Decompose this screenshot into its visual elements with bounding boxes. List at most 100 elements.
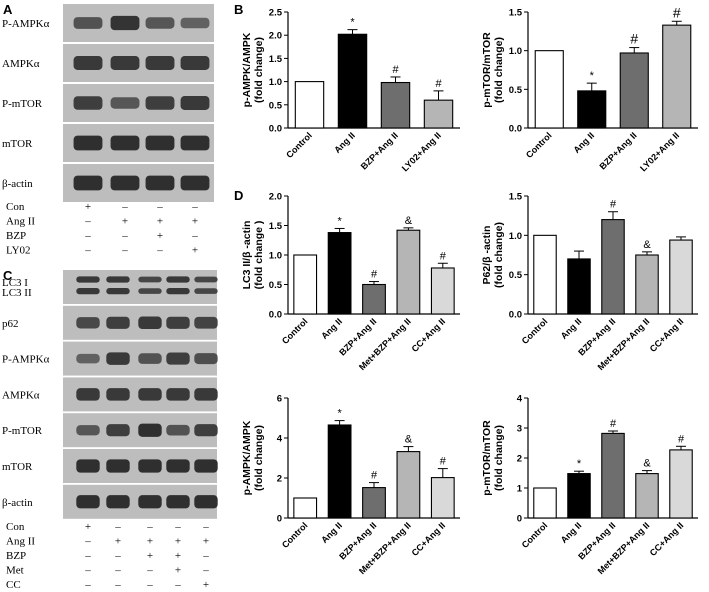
- significance-mark: #: [435, 78, 442, 90]
- bar: [423, 99, 454, 129]
- y-axis-label-group: P62/β -actin (fold change): [481, 222, 505, 288]
- bar: [601, 432, 625, 519]
- y-tick-label: 0.0: [269, 124, 282, 135]
- significance-mark: &: [643, 239, 651, 251]
- x-tick-label: CC+Ang II: [648, 316, 686, 354]
- blot-panel-c-band: [76, 495, 100, 509]
- blot-panel-a-treatment-sign: –: [156, 245, 163, 257]
- blot-panel-c-treatment-sign: –: [202, 550, 209, 562]
- x-tick-label: LY02+Ang II: [638, 130, 681, 173]
- blot-panel-c-treatment-sign: –: [114, 579, 121, 591]
- blot-panel-c-band: [76, 353, 100, 364]
- panel-letter: B: [234, 2, 243, 17]
- bar: [533, 487, 557, 519]
- bar: [337, 33, 368, 129]
- blot-panel-a-letter: A: [3, 2, 13, 17]
- blot-panel-c-letter: C: [3, 268, 13, 283]
- blot-panel-a-treatment-sign: –: [84, 216, 91, 228]
- x-tick-label: Control: [524, 130, 554, 160]
- blot-panel-c-band: [76, 425, 100, 436]
- blot-panel-a-treatment-sign: –: [156, 201, 163, 213]
- blot-panel-c-treatment-sign: –: [84, 536, 91, 548]
- blot-panel-c-treatment-sign: +: [115, 536, 121, 548]
- significance-mark: #: [630, 31, 638, 47]
- blot-panel-a-treatment-sign: –: [84, 245, 91, 257]
- y-tick-label: 0.5: [269, 280, 283, 291]
- blot-panel-c-band: [138, 423, 162, 437]
- blot-panel-a-treatment-sign: +: [157, 230, 163, 242]
- blot-panel-a-band: [180, 17, 210, 29]
- blot-panel-c-band: [194, 459, 218, 473]
- blot-panel-c-treatment-sign: –: [114, 565, 121, 577]
- blot-panel-c-row-label: P-AMPKα: [2, 354, 50, 366]
- blot-panel-a-band: [73, 96, 103, 110]
- bar: [662, 24, 692, 129]
- blot-panel-c-row-label: p62: [2, 318, 19, 330]
- x-tick-label: Ang II: [319, 316, 344, 341]
- blot-panel-a-band: [180, 96, 210, 110]
- y-tick-label: 2: [517, 454, 522, 465]
- y-axis-label: (fold change ): [253, 221, 265, 290]
- blot-panel-a-band: [73, 175, 103, 191]
- x-tick-label: Ang II: [571, 130, 596, 155]
- blot-panel-c-treatment-sign: –: [202, 565, 209, 577]
- blot-panel-a-band: [180, 135, 210, 151]
- y-tick-label: 3: [517, 424, 522, 435]
- x-tick-label: Control: [520, 520, 550, 550]
- x-tick-label: CC+Ang II: [410, 316, 448, 354]
- blot-panel-c-treatment-sign: –: [114, 550, 121, 562]
- blot-panel-c-band: [166, 287, 190, 295]
- y-axis-label: (fold change): [493, 222, 505, 288]
- significance-mark: #: [440, 250, 447, 262]
- y-axis-label-group: p-mTOR/mTOR (fold change): [481, 420, 505, 496]
- y-tick-label: 2: [277, 474, 282, 485]
- blot-panel-c-band: [106, 388, 130, 401]
- significance-mark: #: [610, 199, 617, 211]
- blot-panel-c-band: [106, 316, 130, 329]
- significance-mark: #: [610, 418, 617, 430]
- blot-panel-c-row-label: AMPKα: [2, 389, 40, 401]
- blot-panel-a-band: [145, 135, 175, 151]
- blot-panel-a-band: [73, 17, 103, 29]
- blot-panel-c-band: [166, 352, 190, 365]
- blot-panel-c-treatment-sign: –: [146, 521, 153, 533]
- blot-panel-a-band: [145, 17, 175, 29]
- blot-panel-c-band: [76, 276, 100, 283]
- bar: [362, 283, 386, 315]
- blot-panel-c-band: [106, 287, 130, 295]
- blot-panel-c-row-label: LC3 II: [2, 287, 32, 299]
- bar: [327, 424, 352, 519]
- significance-mark: &: [405, 215, 413, 227]
- y-axis-label: p-mTOR/mTOR: [481, 32, 493, 108]
- x-tick-label: Ang II: [559, 316, 584, 341]
- y-tick-label: 2.0: [269, 31, 282, 42]
- y-tick-label: 0.5: [509, 270, 523, 281]
- chart-b-p-mtor: p-mTOR/mTOR (fold change) 0.0 0.5 1.0 1.5 Cont…: [481, 4, 698, 173]
- y-tick-label: 1: [517, 484, 523, 495]
- blot-panel-c-band: [76, 388, 100, 401]
- blot-panel-a-treatment-sign: –: [84, 230, 91, 242]
- x-tick-label: Control: [280, 520, 310, 550]
- significance-mark: *: [577, 458, 582, 470]
- y-axis-label-group: p-AMPK/AMPK (fold change): [241, 32, 265, 107]
- y-axis-label: P62/β -actin: [481, 226, 493, 285]
- bar: [294, 81, 325, 129]
- blot-panel-c-band: [194, 388, 218, 401]
- y-tick-label: 1.5: [509, 8, 523, 19]
- blot-panel-a-band: [145, 175, 175, 191]
- blot-panel-c-band: [138, 353, 162, 364]
- blot-panel-c-band: [138, 276, 162, 283]
- blot-panel-c-treatment-label: Met: [6, 565, 24, 577]
- blot-panel-a-treatment-sign: –: [191, 201, 198, 213]
- bar: [380, 81, 411, 129]
- panel-letter: D: [234, 188, 243, 203]
- blot-panel-c-treatment-sign: +: [203, 536, 209, 548]
- y-tick-label: 4: [277, 434, 283, 445]
- blot-panel-c-treatment-sign: +: [147, 550, 153, 562]
- significance-mark: #: [392, 64, 399, 76]
- blot-panel-a-row-label: P-mTOR: [2, 98, 43, 110]
- blot-panel-a-treatment-label: BZP: [6, 230, 26, 242]
- blot-panel-c-treatment-sign: +: [85, 521, 91, 533]
- y-tick-label: 1.0: [269, 77, 282, 88]
- y-axis-label-group: p-AMPK/AMPK (fold change): [241, 420, 265, 495]
